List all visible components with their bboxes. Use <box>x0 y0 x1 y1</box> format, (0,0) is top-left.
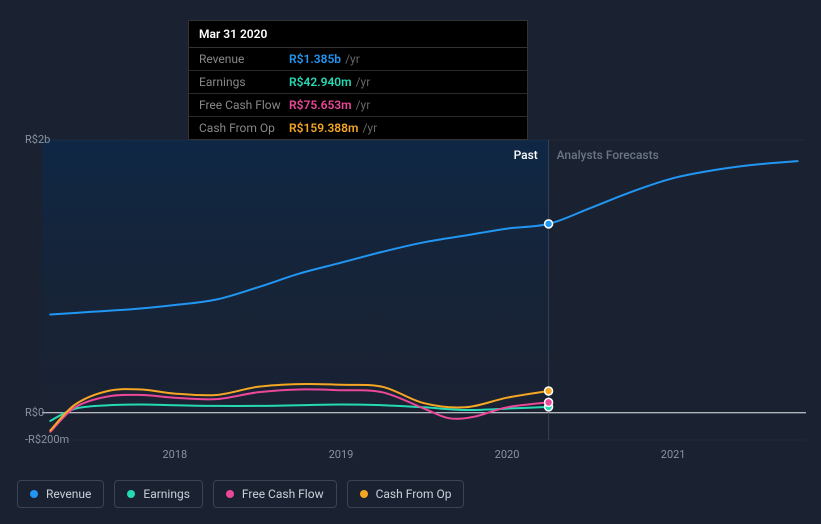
legend-dot-icon <box>360 490 368 498</box>
past-label: Past <box>514 148 538 162</box>
tooltip-row: EarningsR$42.940m/yr <box>189 71 527 94</box>
tooltip-label: Earnings <box>199 75 289 89</box>
series-marker <box>545 398 553 406</box>
x-axis-label: 2019 <box>329 448 354 461</box>
chart-tooltip: Mar 31 2020 RevenueR$1.385b/yrEarningsR$… <box>188 20 528 140</box>
legend-dot-icon <box>127 490 135 498</box>
tooltip-value: R$75.653m <box>289 98 352 112</box>
legend: Revenue Earnings Free Cash Flow Cash From O… <box>17 480 464 508</box>
x-axis-label: 2018 <box>162 448 187 461</box>
series-marker <box>545 220 553 228</box>
legend-dot-icon <box>30 490 38 498</box>
legend-item[interactable]: Cash From Op <box>347 480 465 508</box>
legend-label: Revenue <box>46 487 91 501</box>
tooltip-value: R$159.388m <box>289 121 358 135</box>
tooltip-value: R$42.940m <box>289 75 352 89</box>
tooltip-label: Revenue <box>199 52 289 66</box>
tooltip-row: Free Cash FlowR$75.653m/yr <box>189 94 527 117</box>
y-axis-label: R$0 <box>25 406 44 419</box>
tooltip-row: RevenueR$1.385b/yr <box>189 48 527 71</box>
legend-item[interactable]: Free Cash Flow <box>213 480 337 508</box>
tooltip-unit: /yr <box>345 52 360 66</box>
legend-dot-icon <box>226 490 234 498</box>
x-axis-label: 2020 <box>495 448 520 461</box>
tooltip-date: Mar 31 2020 <box>189 21 527 48</box>
x-axis-label: 2021 <box>661 448 686 461</box>
tooltip-unit: /yr <box>356 98 371 112</box>
tooltip-value: R$1.385b <box>289 52 341 66</box>
legend-label: Earnings <box>143 487 190 501</box>
y-axis-label: R$2b <box>25 133 50 146</box>
tooltip-label: Free Cash Flow <box>199 98 289 112</box>
legend-item[interactable]: Revenue <box>17 480 104 508</box>
series-marker <box>545 387 553 395</box>
forecast-label: Analysts Forecasts <box>557 148 659 162</box>
tooltip-row: Cash From OpR$159.388m/yr <box>189 117 527 139</box>
legend-label: Cash From Op <box>376 487 452 501</box>
y-axis-label: -R$200m <box>25 433 69 446</box>
tooltip-unit: /yr <box>356 75 371 89</box>
legend-label: Free Cash Flow <box>242 487 324 501</box>
tooltip-label: Cash From Op <box>199 121 289 135</box>
legend-item[interactable]: Earnings <box>114 480 203 508</box>
tooltip-unit: /yr <box>362 121 377 135</box>
